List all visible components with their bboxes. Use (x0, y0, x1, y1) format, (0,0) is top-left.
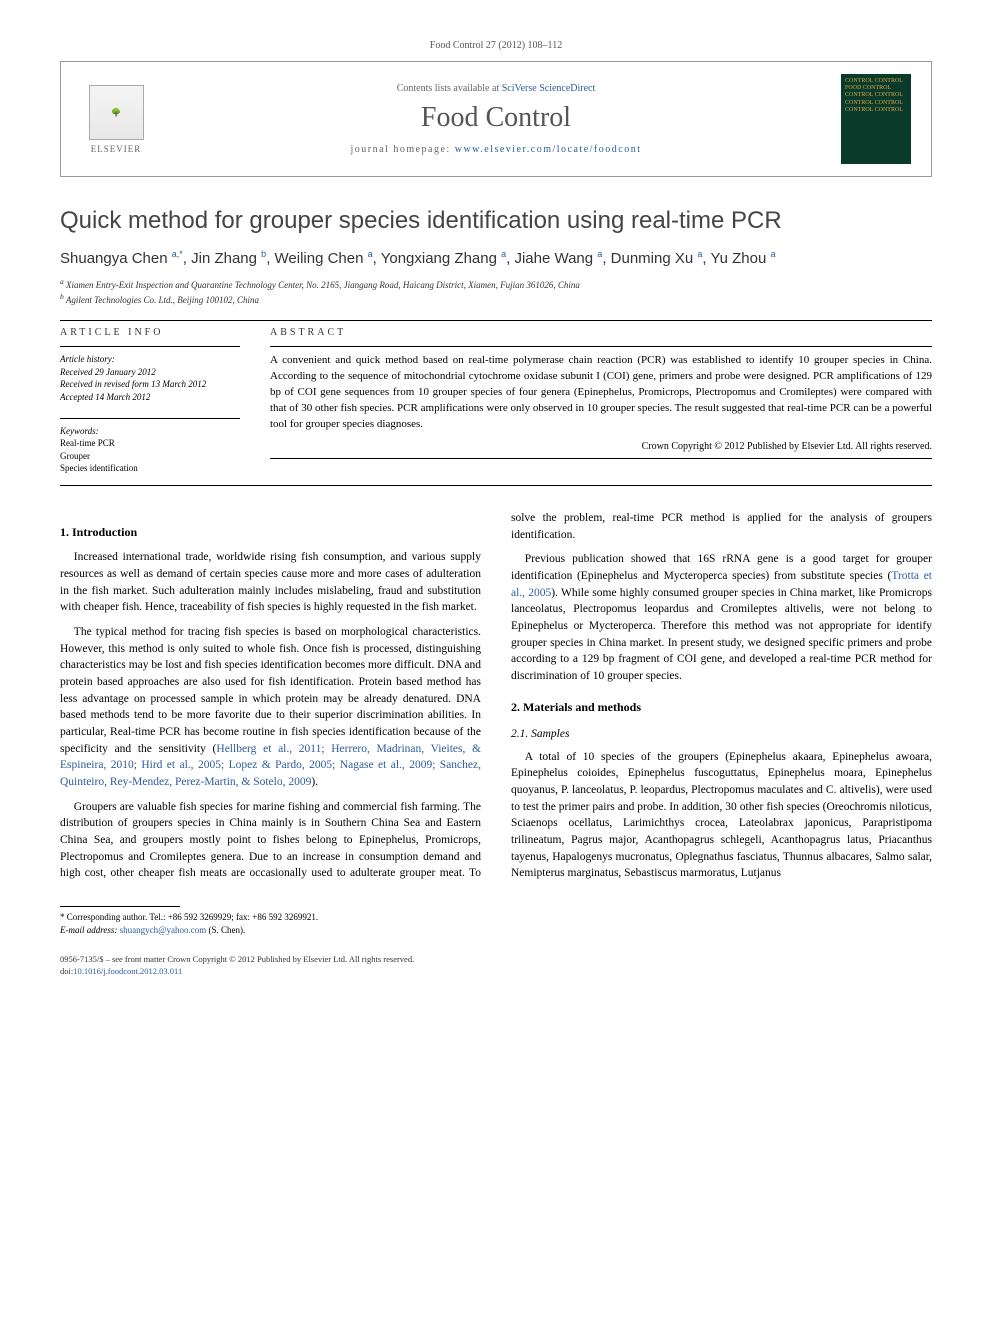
samples-p: A total of 10 species of the groupers (E… (511, 749, 932, 882)
intro-p2: The typical method for tracing fish spec… (60, 624, 481, 791)
received: Received 29 January 2012 (60, 366, 240, 379)
journal-header: 🌳 ELSEVIER Contents lists available at S… (60, 61, 932, 177)
article-history: Article history: Received 29 January 201… (60, 353, 240, 403)
sciencedirect-link[interactable]: SciVerse ScienceDirect (502, 83, 596, 94)
doi-prefix: doi: (60, 966, 73, 976)
email-prefix: E-mail address: (60, 925, 120, 935)
kw-rule (60, 418, 240, 419)
abstract-text: A convenient and quick method based on r… (270, 353, 932, 433)
journal-cover-thumb: CONTROL CONTROL FOOD CONTROL CONTROL CON… (841, 74, 911, 164)
info-abstract-row: ARTICLE INFO Article history: Received 2… (60, 327, 932, 475)
issn-line: 0956-7135/$ – see front matter Crown Cop… (60, 954, 932, 966)
corr-line2: E-mail address: shuangych@yahoo.com (S. … (60, 924, 932, 937)
elsevier-tree-icon: 🌳 (89, 85, 144, 140)
abstract-rule (270, 346, 932, 347)
homepage-link[interactable]: www.elsevier.com/locate/foodcont (455, 144, 642, 155)
intro-p4b: ). While some highly consumed grouper sp… (511, 587, 932, 682)
journal-name: Food Control (171, 102, 821, 134)
header-center: Contents lists available at SciVerse Sci… (171, 83, 821, 155)
kw-2: Grouper (60, 450, 240, 463)
corr-email[interactable]: shuangych@yahoo.com (120, 925, 207, 935)
affiliation-a: a Xiamen Entry-Exit Inspection and Quara… (60, 277, 932, 292)
contents-prefix: Contents lists available at (397, 83, 502, 94)
intro-p4: Previous publication showed that 16S rRN… (511, 551, 932, 684)
keywords: Keywords: Real-time PCR Grouper Species … (60, 425, 240, 475)
rule-mid (60, 485, 932, 486)
samples-heading: 2.1. Samples (511, 726, 932, 743)
affiliation-b: b Agilent Technologies Co. Ltd., Beijing… (60, 292, 932, 307)
rule-top (60, 320, 932, 321)
abstract-column: ABSTRACT A convenient and quick method b… (270, 327, 932, 475)
affiliations: a Xiamen Entry-Exit Inspection and Quara… (60, 277, 932, 306)
kw-3: Species identification (60, 462, 240, 475)
homepage-prefix: journal homepage: (351, 144, 455, 155)
article-title: Quick method for grouper species identif… (60, 207, 932, 235)
info-label: ARTICLE INFO (60, 327, 240, 338)
doi-link[interactable]: 10.1016/j.foodcont.2012.03.011 (73, 966, 182, 976)
authors: Shuangya Chen a,*, Jin Zhang b, Weiling … (60, 249, 932, 267)
contents-available: Contents lists available at SciVerse Sci… (171, 83, 821, 94)
abstract-label: ABSTRACT (270, 327, 932, 338)
footer-rule (60, 906, 180, 907)
revised: Received in revised form 13 March 2012 (60, 378, 240, 391)
bottom-meta: 0956-7135/$ – see front matter Crown Cop… (60, 954, 932, 978)
email-suffix: (S. Chen). (206, 925, 245, 935)
accepted: Accepted 14 March 2012 (60, 391, 240, 404)
body-columns: 1. Introduction Increased international … (60, 510, 932, 886)
intro-heading: 1. Introduction (60, 524, 481, 541)
intro-p1: Increased international trade, worldwide… (60, 549, 481, 616)
info-rule (60, 346, 240, 347)
kw-1: Real-time PCR (60, 437, 240, 450)
kw-head: Keywords: (60, 425, 240, 438)
elsevier-text: ELSEVIER (91, 144, 142, 154)
abstract-rule-bottom (270, 458, 932, 459)
citation: Food Control 27 (2012) 108–112 (60, 40, 932, 51)
abstract-copyright: Crown Copyright © 2012 Published by Else… (270, 441, 932, 452)
corr-line1: * Corresponding author. Tel.: +86 592 32… (60, 911, 932, 924)
article-info: ARTICLE INFO Article history: Received 2… (60, 327, 240, 475)
history-head: Article history: (60, 353, 240, 366)
homepage-line: journal homepage: www.elsevier.com/locat… (171, 144, 821, 155)
intro-p2a: The typical method for tracing fish spec… (60, 626, 481, 755)
intro-p2b: ). (311, 776, 318, 788)
doi-line: doi:10.1016/j.foodcont.2012.03.011 (60, 966, 932, 978)
mm-heading: 2. Materials and methods (511, 699, 932, 716)
elsevier-logo: 🌳 ELSEVIER (81, 79, 151, 159)
corresponding-footer: * Corresponding author. Tel.: +86 592 32… (60, 906, 932, 936)
intro-p4a: Previous publication showed that 16S rRN… (511, 553, 932, 582)
